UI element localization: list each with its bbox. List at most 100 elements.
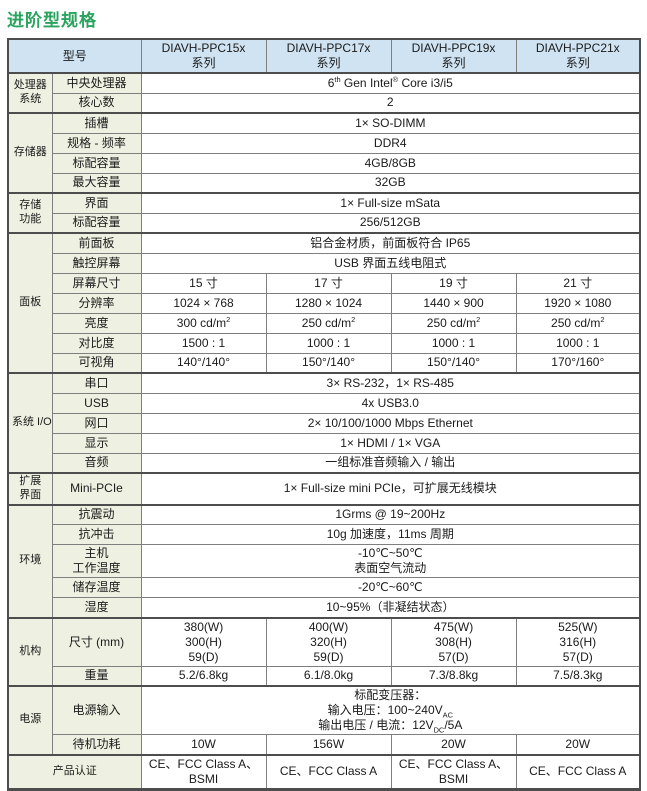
spec-row: 标配容量 4GB/8GB — [8, 152, 641, 174]
spec-row: 系统 I/O 串口 3× RS-232，1× RS-485 — [7, 372, 641, 474]
spec-row: 产品认证 CE、FCC Class A、BSMI CE、FCC Class A CE、… — [7, 753, 641, 790]
spec-value-merged: 4x USB3.0 — [140, 392, 641, 414]
spec-label: 串口 — [51, 372, 142, 394]
spec-value-merged: 1× SO-DIMM — [140, 112, 641, 134]
spec-row: 显示 1× HDMI / 1× VGA — [8, 432, 641, 454]
spec-row: 储存温度 -20℃~60℃ — [8, 577, 641, 598]
spec-value: 1500 : 1 — [140, 332, 267, 354]
spec-value: CE、FCC Class A、BSMI — [390, 753, 517, 790]
spec-row: 屏幕尺寸 15 寸 17 寸 19 寸 21 寸 — [8, 272, 641, 294]
spec-value: 475(W) 308(H) 57(D) — [390, 616, 517, 667]
group-label: 处理器 系统 — [7, 72, 53, 114]
spec-value-merged: USB 界面五线电阻式 — [140, 252, 641, 274]
spec-value: 20W — [390, 734, 517, 755]
spec-row: 可视角 140°/140° 150°/140° 150°/140° 170°/160° — [8, 352, 641, 374]
spec-value: 1920 × 1080 — [515, 292, 641, 314]
group-label: 机构 — [7, 616, 53, 687]
spec-row: 环境 抗震动 1Grms @ 19~200Hz — [7, 503, 641, 618]
spec-label: 触控屏幕 — [51, 252, 142, 274]
spec-value: 1000 : 1 — [390, 332, 517, 354]
spec-value-merged: 256/512GB — [140, 212, 641, 234]
spec-value: CE、FCC Class A — [265, 753, 392, 790]
spec-row: 主机 工作温度 -10℃~50℃ 表面空气流动 — [8, 544, 641, 578]
header-row: 型号 DIAVH-PPC15x 系列 DIAVH-PPC17x 系列 DIAVH-P… — [7, 38, 641, 74]
spec-table: 型号 DIAVH-PPC15x 系列 DIAVH-PPC17x 系列 DIAVH-P… — [7, 38, 642, 791]
spec-value-merged: 1× HDMI / 1× VGA — [140, 432, 641, 454]
group-label: 产品认证 — [7, 753, 142, 790]
spec-label: 最大容量 — [51, 172, 142, 194]
spec-row: USB 4x USB3.0 — [8, 392, 641, 414]
spec-row: 重量 5.2/6.8kg 6.1/8.0kg 7.3/8.8kg 7.5/8.3kg — [8, 665, 641, 687]
spec-value: 300 cd/m2 — [140, 312, 267, 334]
spec-label: 可视角 — [51, 352, 142, 374]
spec-row: 分辨率 1024 × 768 1280 × 1024 1440 × 900 1920 ×… — [8, 292, 641, 314]
spec-label: 主机 工作温度 — [51, 544, 142, 578]
spec-row: 最大容量 32GB — [8, 172, 641, 194]
spec-label: 湿度 — [51, 597, 142, 618]
header-model-ppc17x: DIAVH-PPC17x 系列 — [265, 38, 392, 74]
spec-label: 抗冲击 — [51, 524, 142, 545]
spec-row: 抗冲击 10g 加速度，11ms 周期 — [8, 524, 641, 545]
spec-value: 250 cd/m2 — [265, 312, 392, 334]
spec-row: 对比度 1500 : 1 1000 : 1 1000 : 1 1000 : 1 — [8, 332, 641, 354]
spec-value: 140°/140° — [140, 352, 267, 374]
spec-label: 标配容量 — [51, 152, 142, 174]
group-label: 电源 — [7, 685, 53, 755]
spec-label: 中央处理器 — [51, 72, 142, 94]
spec-value-merged: 10~95%（非凝结状态） — [140, 597, 641, 618]
header-model-ppc19x: DIAVH-PPC19x 系列 — [390, 38, 517, 74]
spec-label: Mini-PCIe — [51, 472, 142, 505]
spec-label: 储存温度 — [51, 577, 142, 598]
spec-label: 网口 — [51, 412, 142, 434]
spec-value-merged: 6th Gen Intel® Core i3/i5 — [140, 72, 641, 94]
spec-value: 20W — [515, 734, 641, 755]
spec-row: 存储器 插槽 1× SO-DIMM — [7, 112, 641, 194]
spec-label: 亮度 — [51, 312, 142, 334]
spec-label: 音频 — [51, 452, 142, 474]
spec-value: 380(W) 300(H) 59(D) — [140, 616, 267, 667]
spec-value-merged: 4GB/8GB — [140, 152, 641, 174]
group-label: 环境 — [7, 503, 53, 618]
header-model-label: 型号 — [7, 38, 142, 74]
spec-value-merged: 2× 10/100/1000 Mbps Ethernet — [140, 412, 641, 434]
spec-label: 屏幕尺寸 — [51, 272, 142, 294]
spec-row: 网口 2× 10/100/1000 Mbps Ethernet — [8, 412, 641, 434]
spec-value: 400(W) 320(H) 59(D) — [265, 616, 392, 667]
spec-value-merged: 铝合金材质，前面板符合 IP65 — [140, 232, 641, 254]
spec-value-merged: 32GB — [140, 172, 641, 194]
page-title: 进阶型规格 — [7, 11, 97, 30]
spec-row: 电源 电源输入 标配变压器： 输入电压：100~240VAC 输出电压 / 电流：12V… — [7, 685, 641, 755]
spec-value: CE、FCC Class A、BSMI — [140, 753, 267, 790]
spec-value-merged: 1× Full-size mini PCIe，可扩展无线模块 — [140, 472, 641, 505]
spec-label: 重量 — [51, 665, 142, 687]
spec-value-merged: 一组标准音频输入 / 输出 — [140, 452, 641, 474]
spec-value: 5.2/6.8kg — [140, 665, 267, 687]
spec-value-merged: 1Grms @ 19~200Hz — [140, 503, 641, 525]
spec-label: 显示 — [51, 432, 142, 454]
spec-value: 525(W) 316(H) 57(D) — [515, 616, 641, 667]
spec-value: 1440 × 900 — [390, 292, 517, 314]
spec-row: 待机功耗 10W 156W 20W 20W — [8, 734, 641, 755]
spec-label: 标配容量 — [51, 212, 142, 234]
spec-table-header: 型号 DIAVH-PPC15x 系列 DIAVH-PPC17x 系列 DIAVH-P… — [7, 38, 641, 74]
spec-row: 触控屏幕 USB 界面五线电阻式 — [8, 252, 641, 274]
spec-value-merged: 标配变压器： 输入电压：100~240VAC 输出电压 / 电流：12VDC/5A — [140, 685, 641, 735]
spec-value: 15 寸 — [140, 272, 267, 294]
spec-row: 标配容量 256/512GB — [8, 212, 641, 234]
spec-value-merged: 2 — [140, 92, 641, 114]
spec-label: 尺寸 (mm) — [51, 616, 142, 667]
spec-row: 机构 尺寸 (mm) 380(W) 300(H) 59(D) 400(W) 320(H) 59… — [7, 616, 641, 687]
group-label: 存储 功能 — [7, 192, 53, 234]
spec-label: 核心数 — [51, 92, 142, 114]
spec-value: 7.3/8.8kg — [390, 665, 517, 687]
spec-row: 湿度 10~95%（非凝结状态） — [8, 597, 641, 618]
spec-value: 10W — [140, 734, 267, 755]
header-model-ppc21x: DIAVH-PPC21x 系列 — [515, 38, 641, 74]
spec-value: 150°/140° — [390, 352, 517, 374]
spec-value: 150°/140° — [265, 352, 392, 374]
spec-label: 前面板 — [51, 232, 142, 254]
spec-row: 规格 - 频率 DDR4 — [8, 132, 641, 154]
spec-value: CE、FCC Class A — [515, 753, 641, 790]
group-label: 系统 I/O — [7, 372, 53, 474]
spec-value: 1000 : 1 — [515, 332, 641, 354]
